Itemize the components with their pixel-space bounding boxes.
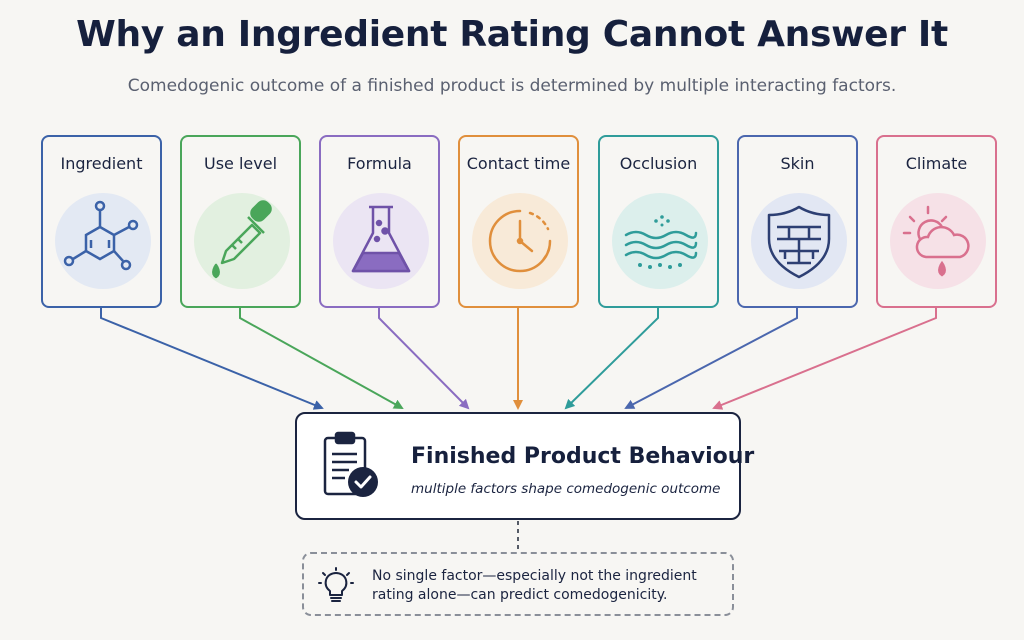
arrow-formula [378, 308, 470, 410]
factor-label: Skin [780, 154, 815, 173]
arrow-climate [712, 308, 937, 410]
factor-label: Ingredient [60, 154, 143, 173]
factor-label: Occlusion [619, 154, 698, 173]
arrow-skin [624, 308, 798, 409]
factor-card-formula: Formula [319, 135, 440, 308]
factor-card-use-level: Use level [180, 135, 301, 308]
shield-barrier-icon [751, 193, 847, 289]
factor-card-contact-time: Contact time [458, 135, 579, 308]
clock-icon [472, 193, 568, 289]
outcome-box: Finished Product Behaviour multiple fact… [295, 412, 754, 520]
page-title: Why an Ingredient Rating Cannot Answer I… [76, 14, 948, 55]
outcome-title: Finished Product Behaviour [411, 444, 755, 469]
note-text: No single factor—especially not the ingr… [372, 568, 697, 603]
page-subtitle: Comedogenic outcome of a finished produc… [127, 76, 897, 96]
waves-icon [612, 193, 708, 289]
factor-card-occlusion: Occlusion [598, 135, 719, 308]
factor-label: Contact time [466, 154, 571, 173]
factor-card-skin: Skin [737, 135, 858, 308]
dropper-icon [194, 193, 290, 289]
arrow-ingredient [100, 308, 324, 410]
factor-label: Formula [347, 154, 412, 173]
arrow-use-level [239, 308, 404, 409]
factor-card-ingredient: Ingredient [41, 135, 162, 308]
lightbulb-icon [318, 567, 354, 605]
molecule-icon [55, 193, 151, 289]
outcome-subtitle: multiple factors shape comedogenic outco… [411, 481, 721, 497]
weather-icon [890, 193, 986, 289]
note-box: No single factor—especially not the ingr… [302, 552, 734, 616]
factor-label: Use level [203, 154, 278, 173]
flask-icon [333, 193, 429, 289]
arrow-occlusion [564, 308, 659, 410]
clipboard-check-icon [319, 430, 383, 506]
factor-label: Climate [905, 154, 968, 173]
factor-card-climate: Climate [876, 135, 997, 308]
